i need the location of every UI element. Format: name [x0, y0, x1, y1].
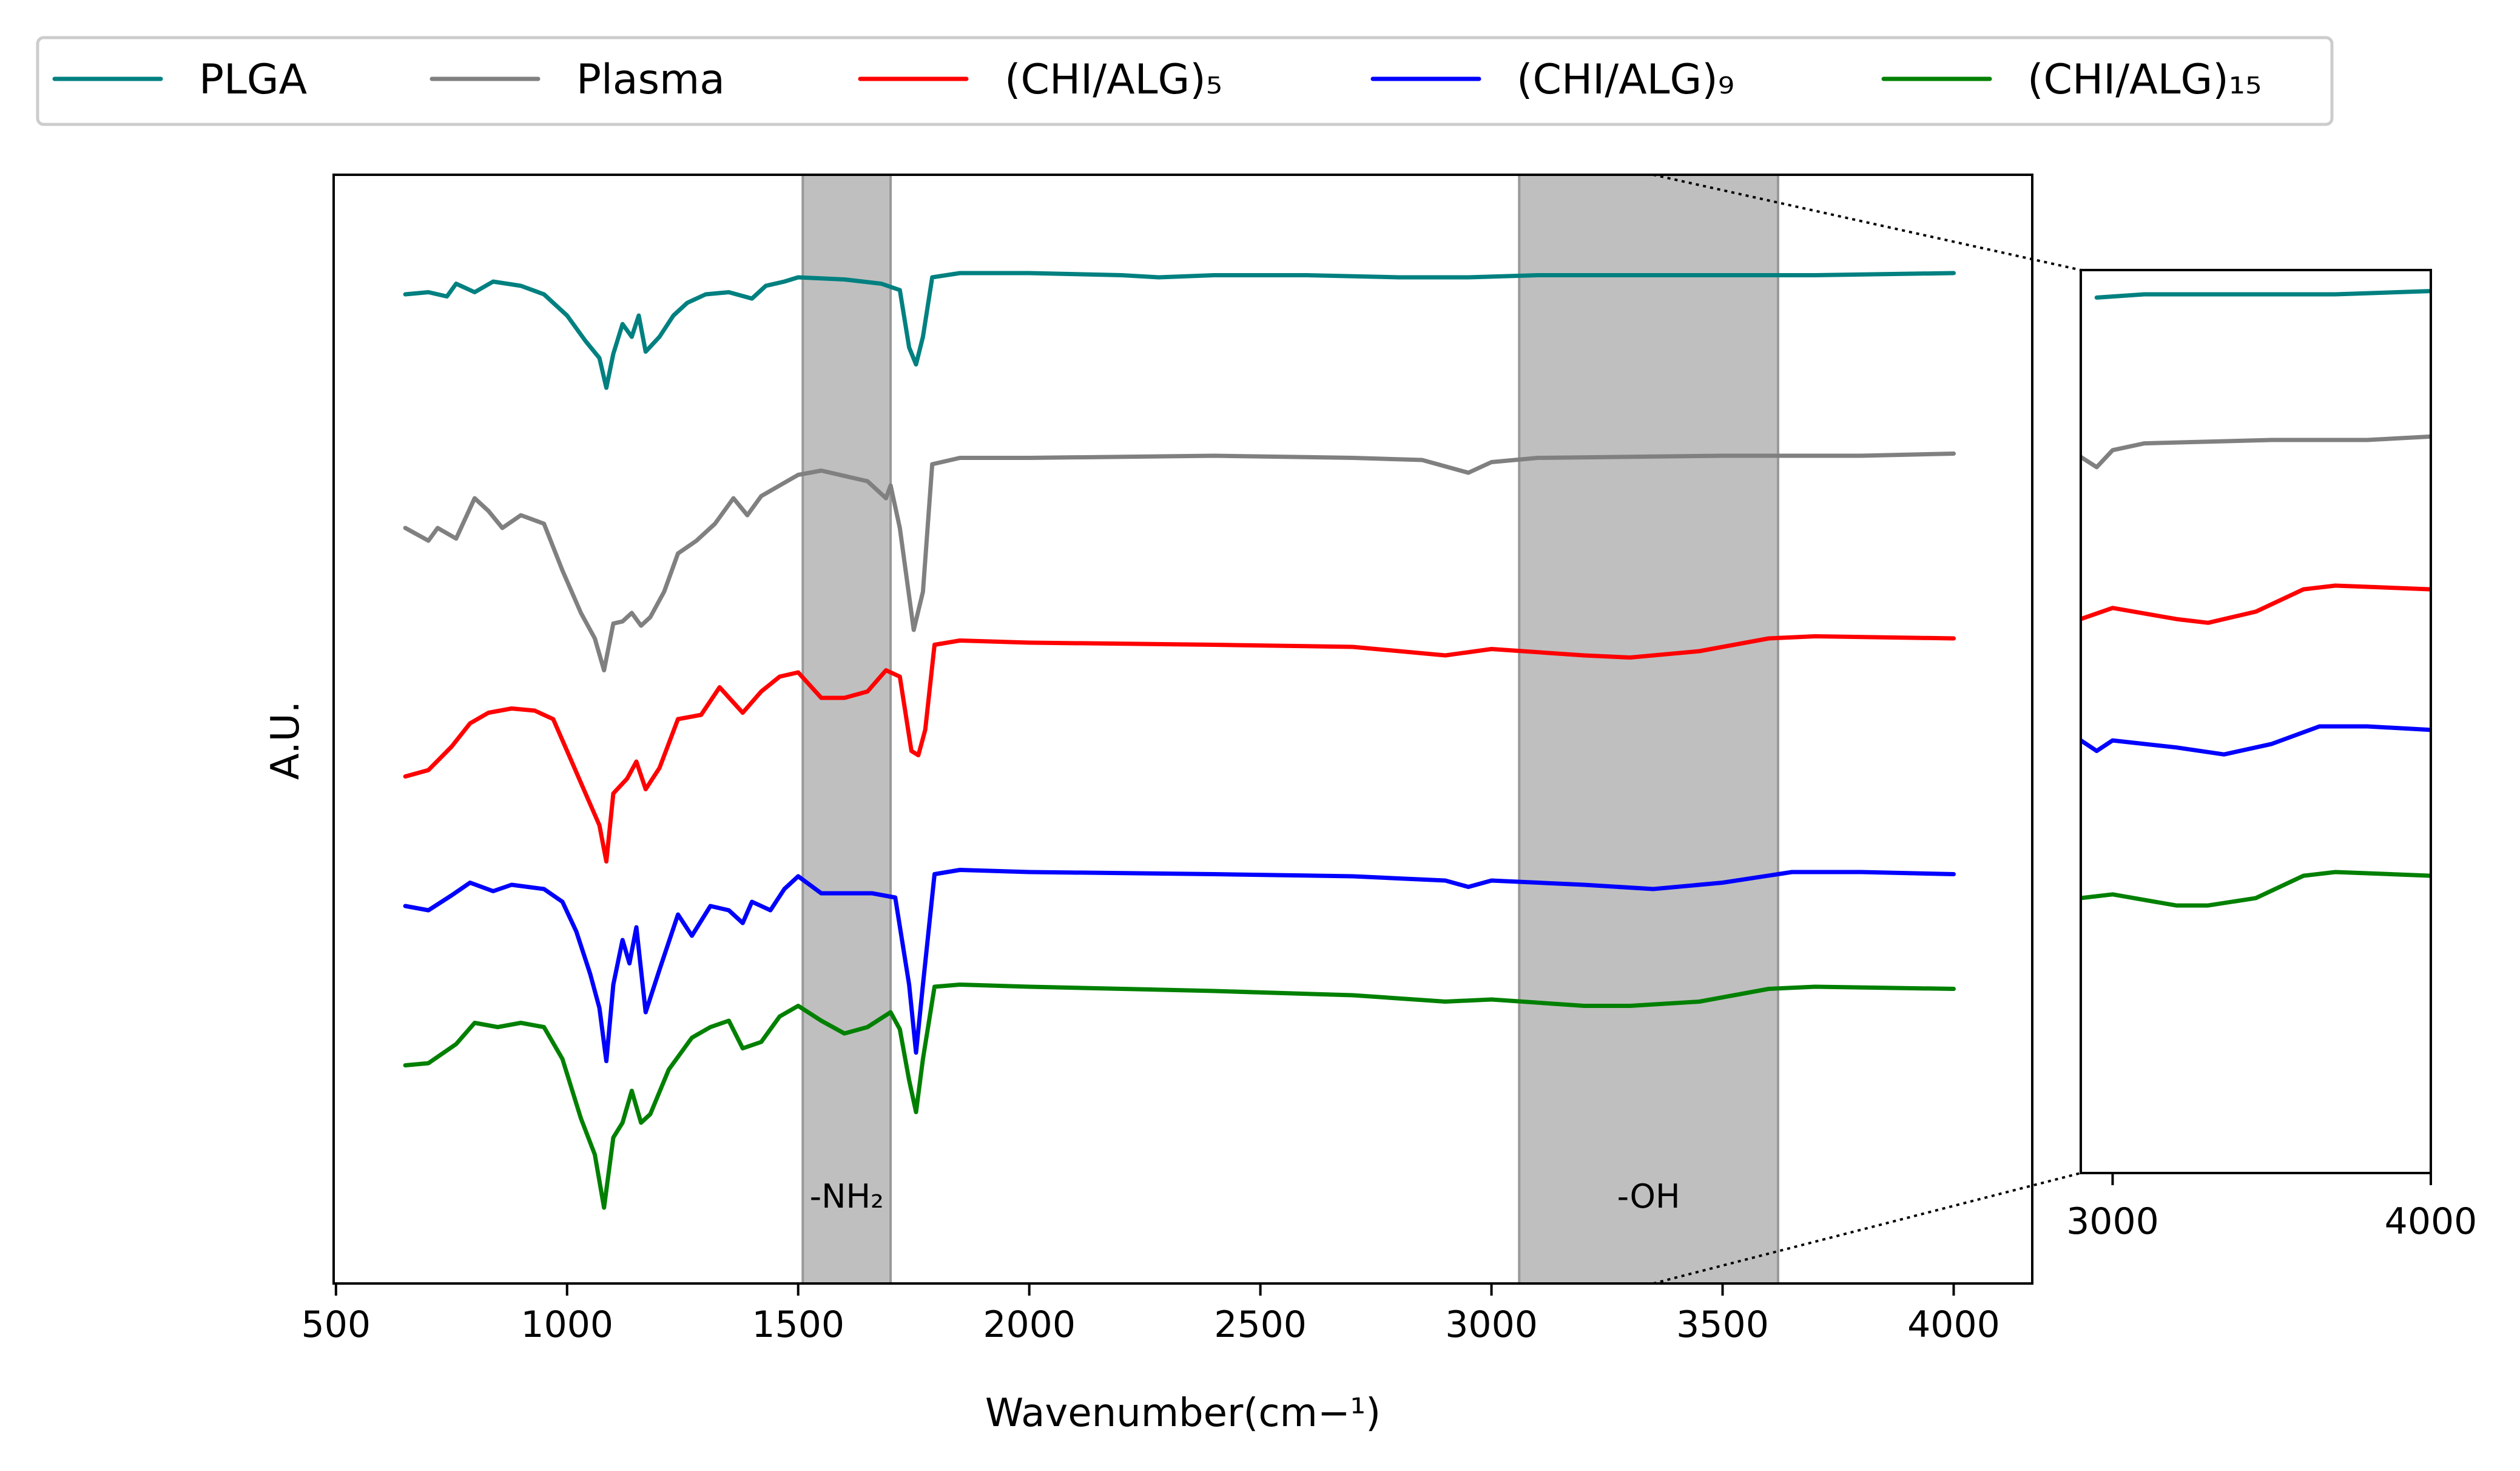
series-line-plasma: [403, 451, 1956, 672]
main-plot-frame: [332, 174, 2033, 1285]
inset-x-tick-label: 4000: [2385, 1200, 2478, 1243]
x-tick-label: 3500: [1676, 1304, 1769, 1346]
inset-series-line-chi-alg-9: [2081, 724, 2431, 757]
main-x-ticks: 500 1000 1500 2000 2500 3000 3500 4000: [302, 1283, 2000, 1346]
oh-band: [1519, 175, 1778, 1283]
legend: PLGA Plasma (CHI/ALG)₅ (CHI/ALG)₉ (CHI/A…: [36, 36, 2334, 126]
x-tick-label: 2500: [1214, 1304, 1307, 1346]
x-tick-label: 3000: [1445, 1304, 1538, 1346]
legend-label-chi-alg-9: (CHI/ALG)₉: [1517, 56, 1734, 104]
y-axis-label: A.U.: [263, 701, 308, 780]
legend-label-plasma: Plasma: [576, 56, 725, 104]
legend-label-chi-alg-5: (CHI/ALG)₅: [1005, 56, 1222, 104]
x-tick-label: 500: [302, 1304, 371, 1346]
x-axis-label: Wavenumber(cm−¹): [985, 1391, 1381, 1436]
legend-label-plga: PLGA: [199, 56, 307, 104]
inset-series-line-plga: [2094, 289, 2431, 300]
series-line-chi-alg-9: [403, 868, 1956, 1063]
nh2-band-label: -NH₂: [810, 1177, 884, 1216]
inset-plot-frame: [2080, 269, 2432, 1174]
shaded-regions: [801, 175, 1779, 1283]
inset-x-ticks: 3000 4000: [2066, 1173, 2477, 1243]
legend-frame: [36, 36, 2334, 126]
x-tick-label: 1000: [521, 1304, 613, 1346]
legend-label-chi-alg-15: (CHI/ALG)₁₅: [2027, 56, 2262, 104]
x-tick-label: 1500: [752, 1304, 844, 1346]
series-line-chi-alg-5: [403, 634, 1956, 864]
x-tick-label: 2000: [983, 1304, 1076, 1346]
inset-plot-series: [2081, 289, 2431, 908]
oh-band-label: -OH: [1617, 1177, 1680, 1216]
main-plot-series: [403, 271, 1956, 1210]
series-line-chi-alg-15: [403, 982, 1956, 1210]
inset-series-line-chi-alg-5: [2081, 583, 2431, 625]
zoom-connector-bottom: [1652, 1172, 2081, 1285]
inset-x-tick-label: 3000: [2066, 1200, 2159, 1243]
nh2-band: [803, 175, 891, 1283]
inset-series-line-chi-alg-15: [2081, 870, 2431, 908]
zoom-connector-top: [1652, 174, 2081, 271]
inset-series-line-plasma: [2081, 434, 2431, 470]
series-line-plga: [403, 271, 1956, 390]
x-tick-label: 4000: [1907, 1304, 2000, 1346]
